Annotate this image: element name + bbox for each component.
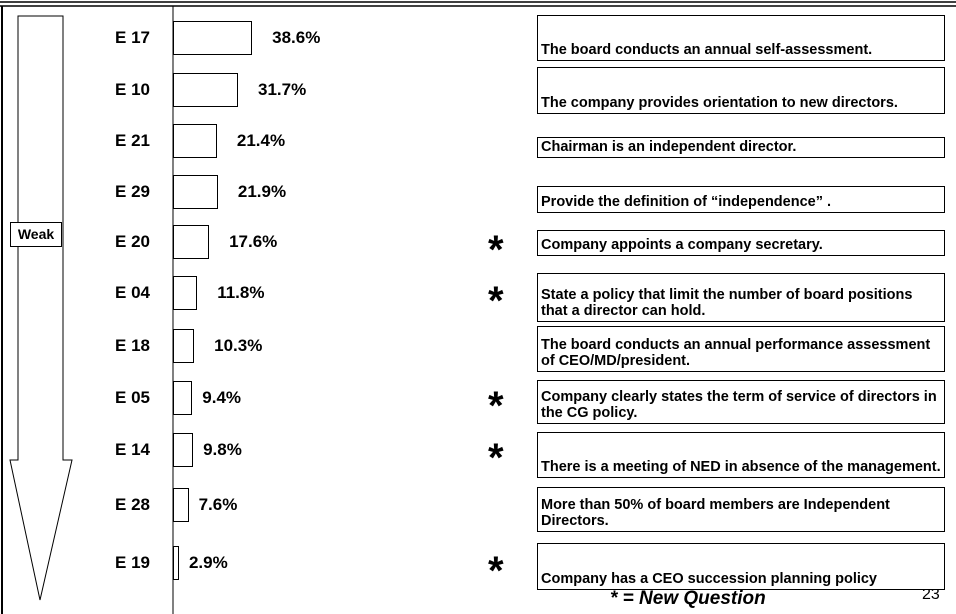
bar [173, 21, 253, 55]
bar [173, 225, 210, 259]
new-question-marker: * [488, 228, 504, 272]
description-box: More than 50% of board members are Indep… [537, 487, 945, 532]
category-label: E 21 [115, 131, 150, 150]
category-label: E 28 [115, 495, 150, 514]
description-box: Company clearly states the term of servi… [537, 380, 945, 424]
category-label: E 18 [115, 336, 150, 355]
category-label: E 14 [115, 440, 150, 459]
legend: * = New Question [610, 588, 766, 609]
new-question-marker: * [488, 279, 504, 323]
category-label: E 29 [115, 182, 150, 201]
bar [173, 433, 194, 467]
bar [173, 488, 189, 522]
category-label: E 10 [115, 80, 150, 99]
value-label: 7.6% [198, 495, 238, 514]
value-label: 2.9% [188, 553, 228, 572]
category-label: E 19 [115, 553, 150, 572]
bar [173, 276, 198, 310]
value-label: 11.8% [217, 283, 265, 302]
category-label: E 05 [115, 388, 150, 407]
bar [173, 124, 217, 158]
value-label: 17.6% [229, 232, 278, 251]
page-number: 23 [922, 586, 940, 603]
bar [173, 381, 193, 415]
bar [173, 175, 218, 209]
category-label: E 17 [115, 28, 150, 47]
description-box: Chairman is an independent director. [537, 137, 945, 158]
new-question-marker: * [488, 436, 504, 480]
description-box: The board conducts an annual self-assess… [537, 15, 945, 61]
description-box: The board conducts an annual performance… [537, 326, 945, 372]
category-label: E 04 [115, 283, 150, 302]
description-box: There is a meeting of NED in absence of … [537, 432, 945, 478]
down-arrow [9, 15, 73, 601]
bar [173, 73, 238, 107]
value-label: 21.4% [236, 131, 286, 150]
description-box: Company appoints a company secretary. [537, 230, 945, 256]
new-question-marker: * [488, 549, 504, 593]
value-label: 9.4% [202, 388, 242, 407]
bar [173, 546, 179, 580]
bar [173, 329, 195, 363]
value-label: 31.7% [257, 80, 307, 99]
category-label: E 20 [115, 232, 150, 251]
description-box: Provide the definition of “independence”… [537, 186, 945, 213]
value-label: 9.8% [203, 440, 242, 459]
description-box: Company has a CEO succession planning po… [537, 543, 945, 590]
value-label: 38.6% [272, 28, 321, 47]
new-question-marker: * [488, 384, 504, 428]
value-label: 21.9% [237, 182, 287, 201]
side-label: Weak [10, 222, 62, 247]
description-box: The company provides orientation to new … [537, 67, 945, 114]
description-box: State a policy that limit the number of … [537, 273, 945, 322]
value-label: 10.3% [214, 336, 263, 355]
